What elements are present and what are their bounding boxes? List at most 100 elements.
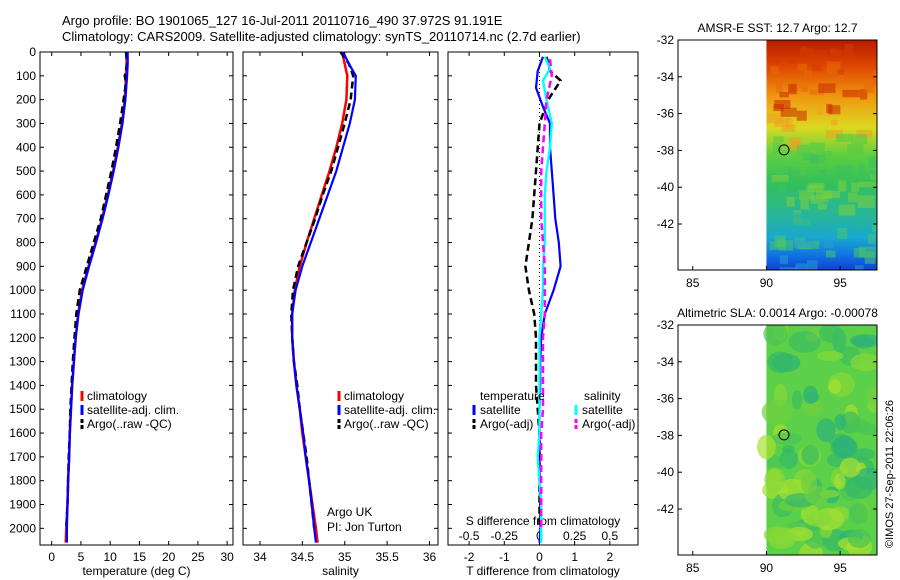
sst-cell — [774, 118, 789, 128]
sst-cell — [856, 130, 873, 138]
sst-cell — [789, 170, 801, 182]
figure-title-line1: Argo profile: BO 1901065_127 16-Jul-2011… — [62, 13, 503, 28]
sst-cell — [768, 57, 782, 64]
y-tick-label: 1300 — [9, 355, 36, 369]
argo-annotation: PI: Jon Turton — [327, 520, 402, 534]
sst-cell — [817, 204, 827, 210]
sst-cell — [800, 198, 809, 210]
sst-cell — [779, 267, 798, 270]
y-tick-label: -36 — [657, 392, 675, 406]
y-tick-label: 600 — [16, 188, 36, 202]
sst-cell — [874, 80, 877, 87]
legend-label: Argo(..raw -QC) — [87, 417, 172, 431]
sla-cell — [763, 325, 788, 346]
x-tick-label: 34.5 — [291, 550, 315, 564]
x-tick-label: 25 — [191, 550, 205, 564]
sst-cell — [785, 118, 793, 129]
sst-cell — [871, 222, 877, 233]
sst-cell — [858, 181, 877, 188]
sst-cell — [796, 144, 810, 156]
y-tick-label: 2000 — [9, 521, 36, 535]
sst-cell — [817, 104, 824, 116]
y-tick-label: 500 — [16, 164, 36, 178]
sst-cell — [778, 240, 794, 251]
sst-cell — [872, 200, 877, 213]
sst-cell — [767, 209, 781, 222]
salinity-diff-tick-label: -0.5 — [459, 529, 480, 543]
x-tick-label: 30 — [220, 550, 234, 564]
sst-cell — [809, 89, 824, 95]
sst-cell — [837, 74, 845, 84]
x-tick-label: 85 — [686, 276, 700, 290]
legend-title: salinity — [584, 389, 621, 403]
x-tick-label: -2 — [464, 550, 475, 564]
sst-cell — [777, 237, 786, 247]
sla-cell — [847, 528, 871, 548]
sla-cell — [763, 526, 789, 544]
sst-cell — [803, 70, 813, 82]
sst-cell — [799, 190, 815, 200]
sla_map-panel: Altimetric SLA: 0.0014 Argo: -0.00078-32… — [657, 306, 879, 575]
sst-cell — [788, 56, 795, 64]
x-tick-label: 2 — [607, 550, 614, 564]
x-tick-label: 0 — [48, 550, 55, 564]
y-tick-label: -34 — [657, 70, 675, 84]
sla-cell — [816, 418, 836, 443]
sst_map-field — [766, 40, 877, 270]
sst-cell — [826, 103, 833, 114]
sst-cell — [771, 77, 779, 83]
sla-cell — [805, 511, 831, 527]
x-tick-label: 35.5 — [375, 550, 399, 564]
sst-cell — [812, 64, 822, 72]
sst-cell — [837, 228, 848, 239]
x-tick-label: 5 — [78, 550, 85, 564]
sst-cell — [802, 152, 815, 161]
sst-cell — [838, 204, 856, 216]
sla-cell — [767, 455, 783, 472]
sst-cell — [844, 43, 854, 57]
y-tick-label: 1900 — [9, 498, 36, 512]
sla-cell — [850, 448, 876, 461]
sla_map-field — [757, 325, 877, 555]
sst-cell — [818, 83, 836, 93]
sst-cell — [818, 159, 832, 170]
sst-cell — [853, 247, 866, 258]
temperature-axes-box — [39, 51, 234, 546]
series-line — [65, 52, 129, 543]
y-tick-label: -40 — [657, 180, 675, 194]
legend-label: satellite-adj. clim. — [87, 403, 179, 417]
sst-cell — [779, 255, 788, 265]
salinity-diff-tick-label: 0.25 — [563, 529, 587, 543]
y-tick-label: 1400 — [9, 378, 36, 392]
sst-cell — [808, 182, 825, 189]
sla-cell — [764, 467, 785, 493]
sst-cell — [863, 81, 874, 93]
sst-cell — [826, 250, 836, 258]
difference-panel: -2 -1 0 1 2T difference from climatology S di… — [447, 51, 639, 578]
sst-cell — [871, 171, 877, 179]
sla-cell — [846, 418, 870, 433]
legend-label: satellite-adj. clim. — [344, 403, 436, 417]
y-tick-label: 200 — [16, 93, 36, 107]
sst-cell — [809, 142, 825, 151]
sla-cell — [848, 503, 869, 525]
argo-position-marker — [778, 429, 790, 441]
sst-cell — [835, 133, 852, 142]
sst-cell — [771, 175, 789, 182]
y-tick-label: -42 — [657, 217, 675, 231]
sla-cell — [834, 414, 846, 431]
sst-cell — [851, 134, 868, 145]
sla-cell — [865, 386, 877, 405]
sla-cell — [792, 390, 803, 410]
sla-cell — [767, 351, 794, 374]
sst-cell — [824, 201, 839, 210]
figure-title-line2: Climatology: CARS2009. Satellite-adjuste… — [62, 29, 581, 44]
sst-cell — [810, 195, 829, 204]
sst-cell — [854, 214, 866, 224]
sst-cell — [788, 137, 801, 151]
sst-cell — [864, 251, 876, 264]
sst-cell — [797, 63, 808, 72]
y-tick-label: 1100 — [10, 307, 36, 321]
y-tick-label: -36 — [657, 107, 675, 121]
